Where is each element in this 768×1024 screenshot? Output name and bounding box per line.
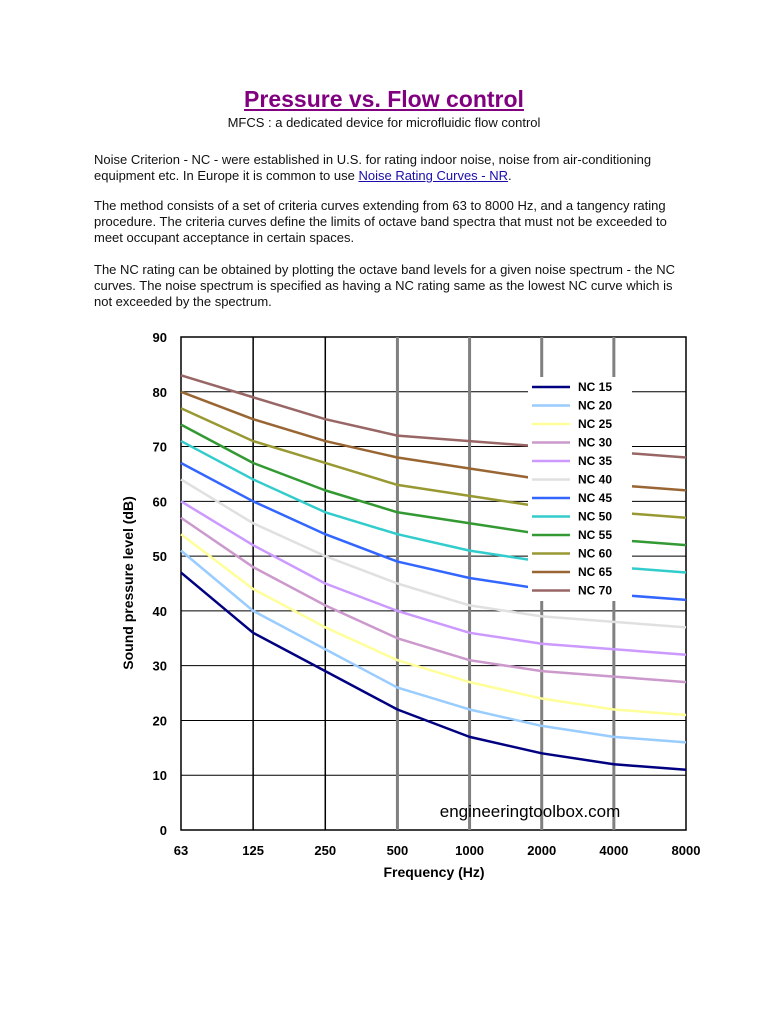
series-line-nc-25 <box>180 533 687 717</box>
y-axis-label: Sound pressure level (dB) <box>120 496 136 669</box>
legend-entry: NC 25 <box>578 417 612 431</box>
x-tick-labels: 63 125 250 500 1000 2000 4000 8000 <box>174 843 701 858</box>
page-subtitle: MFCS : a dedicated device for microfluid… <box>227 115 541 130</box>
y-tick-label: 20 <box>153 713 167 728</box>
series-line-nc-30 <box>180 516 687 684</box>
x-tick-label: 250 <box>314 843 336 858</box>
intro-paragraph: Noise Criterion - NC - were established … <box>94 152 684 184</box>
noise-rating-curves-link[interactable]: Noise Rating Curves - NR <box>358 168 509 183</box>
method-paragraph: The method consists of a set of criteria… <box>94 198 667 245</box>
legend-entry: NC 70 <box>578 584 612 598</box>
legend-entry: NC 55 <box>578 528 612 542</box>
x-tick-label: 2000 <box>527 843 556 858</box>
y-tick-labels: 0 10 20 30 40 50 60 70 80 90 <box>153 330 167 838</box>
legend-entry: NC 35 <box>578 454 612 468</box>
y-tick-label: 90 <box>153 330 167 345</box>
series-line-nc-35 <box>180 500 687 656</box>
y-tick-label: 30 <box>153 659 167 674</box>
legend-entry: NC 20 <box>578 399 612 413</box>
series-line-nc-40 <box>180 478 687 629</box>
intro-end: . <box>508 168 512 183</box>
y-tick-label: 70 <box>153 440 167 455</box>
x-tick-label: 8000 <box>672 843 701 858</box>
y-tick-label: 50 <box>153 549 167 564</box>
y-tick-label: 80 <box>153 385 167 400</box>
legend-entry: NC 65 <box>578 565 612 579</box>
x-tick-label: 1000 <box>455 843 484 858</box>
x-axis-label: Frequency (Hz) <box>383 864 484 880</box>
legend-entry: NC 50 <box>578 510 612 524</box>
rating-paragraph: The NC rating can be obtained by plottin… <box>94 262 675 309</box>
series-line-nc-20 <box>180 549 687 744</box>
credit-text: engineeringtoolbox.com <box>440 802 621 821</box>
x-tick-label: 125 <box>242 843 264 858</box>
y-tick-label: 60 <box>153 494 167 509</box>
x-tick-label: 4000 <box>599 843 628 858</box>
y-tick-label: 40 <box>153 604 167 619</box>
legend-entry: NC 15 <box>578 380 612 394</box>
series-lines <box>180 374 687 771</box>
intro-text: Noise Criterion - NC - were established … <box>94 152 652 183</box>
legend-entry: NC 40 <box>578 473 612 487</box>
legend-entry: NC 60 <box>578 547 612 561</box>
x-tick-label: 500 <box>387 843 409 858</box>
legend: NC 15 NC 20 NC 25 NC 30 NC 35 NC 40 NC 45 NC 50… <box>528 377 632 601</box>
y-tick-label: 10 <box>153 768 167 783</box>
legend-entry: NC 45 <box>578 491 612 505</box>
legend-box <box>528 377 632 601</box>
page-title: Pressure vs. Flow control <box>244 86 524 112</box>
y-tick-label: 0 <box>160 823 167 838</box>
legend-entry: NC 30 <box>578 436 612 450</box>
series-line-nc-15 <box>180 571 687 771</box>
x-tick-label: 63 <box>174 843 188 858</box>
